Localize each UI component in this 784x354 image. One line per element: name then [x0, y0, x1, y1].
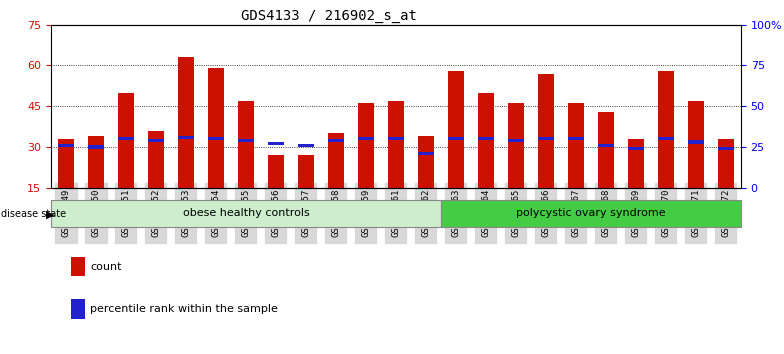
- Bar: [298, 144, 314, 147]
- Bar: [441, 200, 741, 227]
- Bar: [597, 144, 614, 147]
- Bar: [178, 57, 194, 188]
- Bar: [597, 112, 614, 188]
- Bar: [568, 103, 584, 188]
- Bar: [58, 144, 74, 147]
- Bar: [358, 103, 374, 188]
- Bar: [51, 200, 441, 227]
- Bar: [147, 131, 164, 188]
- Bar: [628, 139, 644, 188]
- Bar: [118, 137, 134, 141]
- Bar: [717, 139, 734, 188]
- Bar: [418, 136, 434, 188]
- Bar: [658, 137, 674, 141]
- Bar: [508, 139, 524, 142]
- Bar: [358, 137, 374, 141]
- Text: count: count: [90, 262, 122, 272]
- Text: polycystic ovary syndrome: polycystic ovary syndrome: [516, 208, 666, 218]
- Bar: [178, 136, 194, 139]
- Bar: [448, 137, 464, 141]
- Bar: [88, 136, 104, 188]
- Bar: [328, 139, 344, 142]
- Bar: [448, 71, 464, 188]
- Text: disease state: disease state: [1, 209, 66, 219]
- Bar: [628, 147, 644, 150]
- Bar: [238, 101, 254, 188]
- Bar: [118, 93, 134, 188]
- Bar: [418, 152, 434, 155]
- Bar: [267, 155, 284, 188]
- Bar: [387, 101, 405, 188]
- Bar: [208, 137, 224, 141]
- Bar: [538, 137, 554, 141]
- Bar: [717, 147, 734, 150]
- Bar: [477, 93, 494, 188]
- Bar: [688, 101, 704, 188]
- Bar: [58, 139, 74, 188]
- Bar: [538, 74, 554, 188]
- Bar: [208, 68, 224, 188]
- Text: GDS4133 / 216902_s_at: GDS4133 / 216902_s_at: [241, 9, 417, 23]
- Bar: [477, 137, 494, 141]
- Bar: [298, 155, 314, 188]
- Bar: [88, 145, 104, 149]
- Bar: [387, 137, 405, 141]
- Bar: [238, 139, 254, 142]
- Text: obese healthy controls: obese healthy controls: [183, 208, 310, 218]
- Bar: [328, 133, 344, 188]
- Bar: [267, 142, 284, 145]
- Text: percentile rank within the sample: percentile rank within the sample: [90, 304, 278, 314]
- Bar: [658, 71, 674, 188]
- Text: ▶: ▶: [45, 209, 54, 219]
- Bar: [147, 139, 164, 142]
- Bar: [568, 137, 584, 141]
- Bar: [508, 103, 524, 188]
- Bar: [688, 141, 704, 144]
